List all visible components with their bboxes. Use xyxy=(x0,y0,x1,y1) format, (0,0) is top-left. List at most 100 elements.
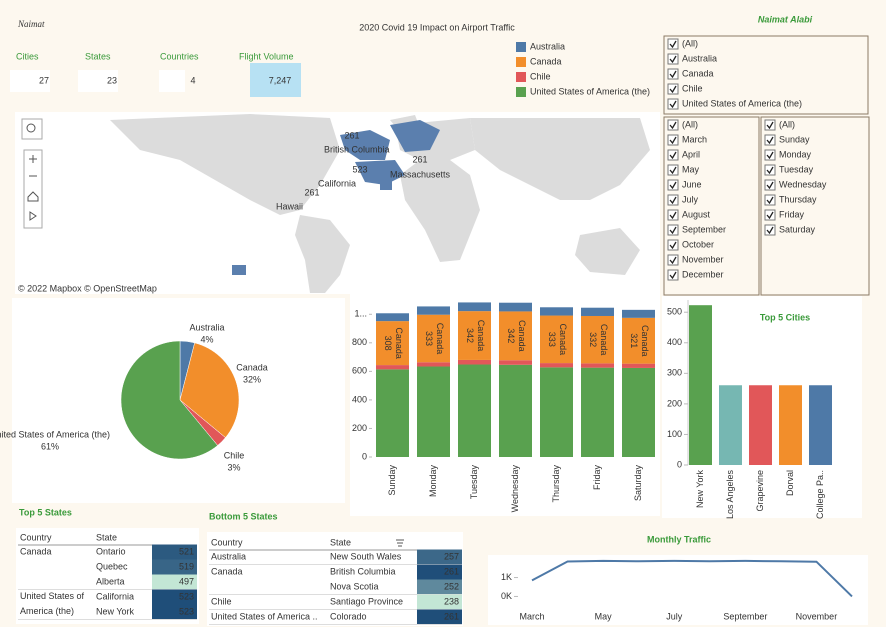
search-button[interactable] xyxy=(21,118,43,140)
checkbox[interactable] xyxy=(667,68,679,80)
state-cell: Nova Scotia xyxy=(330,581,379,591)
pie-label: United States of America (the) xyxy=(0,429,110,439)
checkbox[interactable] xyxy=(667,179,679,191)
bar-segment xyxy=(417,314,450,363)
filter-option[interactable]: June xyxy=(682,179,702,189)
logo: Naimat xyxy=(17,19,45,29)
filter-option[interactable]: August xyxy=(682,209,711,219)
data-label-series: Canada xyxy=(558,324,568,356)
map-attribution: © 2022 Mapbox © OpenStreetMap xyxy=(18,283,157,293)
chart-title: Top 5 Cities xyxy=(760,312,810,322)
checkbox[interactable] xyxy=(764,209,776,221)
check-mark xyxy=(669,40,677,49)
x-tick-label: September xyxy=(723,611,767,621)
value-text: 238 xyxy=(444,596,459,606)
check-mark xyxy=(669,55,677,64)
filter-option[interactable]: November xyxy=(682,254,724,264)
checkbox[interactable] xyxy=(764,119,776,131)
pie-label: Australia xyxy=(189,322,224,332)
state-cell: British Columbia xyxy=(330,566,396,576)
filter-option[interactable]: Friday xyxy=(779,209,805,219)
map-value: 261 xyxy=(412,154,427,164)
filter-option[interactable]: Thursday xyxy=(779,194,817,204)
filter-option[interactable]: (All) xyxy=(682,38,698,48)
land xyxy=(575,228,640,275)
bar-segment xyxy=(622,309,655,318)
check-mark xyxy=(669,121,677,130)
x-tick-label: November xyxy=(796,611,838,621)
checkbox[interactable] xyxy=(764,164,776,176)
bar-segment xyxy=(540,363,573,368)
checkbox[interactable] xyxy=(667,239,679,251)
bar-segment xyxy=(376,321,409,366)
checkbox[interactable] xyxy=(667,224,679,236)
check-mark xyxy=(669,85,677,94)
checkbox[interactable] xyxy=(667,164,679,176)
filter-option[interactable]: (All) xyxy=(682,119,698,129)
check-mark xyxy=(669,151,677,160)
checkbox[interactable] xyxy=(764,224,776,236)
pie-percent: 3% xyxy=(227,462,240,472)
filter-option[interactable]: July xyxy=(682,194,699,204)
check-mark xyxy=(669,271,677,280)
filter-option[interactable]: Saturday xyxy=(779,224,816,234)
checkbox[interactable] xyxy=(667,194,679,206)
bar-segment xyxy=(499,360,532,365)
kpi-highlight xyxy=(250,63,301,97)
filter-option[interactable]: Wednesday xyxy=(779,179,827,189)
bar-segment xyxy=(458,364,491,457)
data-label-series: Canada xyxy=(476,320,486,352)
checkbox[interactable] xyxy=(667,269,679,281)
checkbox[interactable] xyxy=(667,149,679,161)
filter-option[interactable]: September xyxy=(682,224,726,234)
legend-swatch xyxy=(516,72,526,82)
filter-option[interactable]: May xyxy=(682,164,700,174)
zoom-controls[interactable] xyxy=(23,149,43,229)
checkbox[interactable] xyxy=(667,83,679,95)
bar-segment xyxy=(540,307,573,316)
checkbox[interactable] xyxy=(764,194,776,206)
data-label-series: Canada xyxy=(640,325,650,357)
checkbox[interactable] xyxy=(667,53,679,65)
filter-option[interactable]: April xyxy=(682,149,700,159)
filter-option[interactable]: Tuesday xyxy=(779,164,814,174)
filter-option[interactable]: March xyxy=(682,134,707,144)
filter-option[interactable]: October xyxy=(682,239,714,249)
pie-slice xyxy=(179,342,240,438)
x-tick-label: May xyxy=(595,611,613,621)
filter-option[interactable]: Australia xyxy=(682,53,717,63)
bar-segment xyxy=(581,315,614,364)
filter-option[interactable]: Canada xyxy=(682,68,714,78)
checkbox[interactable] xyxy=(667,119,679,131)
checkbox[interactable] xyxy=(667,38,679,50)
filter-option[interactable]: (All) xyxy=(779,119,795,129)
checkbox[interactable] xyxy=(764,179,776,191)
sort-icon[interactable] xyxy=(396,539,404,547)
checkbox[interactable] xyxy=(764,149,776,161)
bar xyxy=(689,305,712,465)
bar-segment xyxy=(581,367,614,457)
kpi-box xyxy=(78,70,118,92)
checkbox[interactable] xyxy=(667,254,679,266)
line xyxy=(531,559,853,598)
checkbox[interactable] xyxy=(764,134,776,146)
filter-option[interactable]: Sunday xyxy=(779,134,810,144)
map-controls[interactable] xyxy=(21,118,43,229)
checkbox[interactable] xyxy=(667,209,679,221)
checkbox[interactable] xyxy=(667,134,679,146)
check-mark xyxy=(669,166,677,175)
check-mark xyxy=(669,211,677,220)
checkbox[interactable] xyxy=(667,98,679,110)
region xyxy=(380,180,392,190)
filter-option[interactable]: Monday xyxy=(779,149,812,159)
bar-segment xyxy=(458,359,491,365)
filter-option[interactable]: December xyxy=(682,269,724,279)
filter-option[interactable]: United States of America (the) xyxy=(682,98,802,108)
filter-option[interactable]: Chile xyxy=(682,83,703,93)
y-tick-label: 0K xyxy=(501,591,512,601)
data-label-series: Canada xyxy=(517,320,527,352)
check-mark xyxy=(766,151,774,160)
author: Naimat Alabi xyxy=(758,14,813,24)
value-text: 521 xyxy=(179,546,194,556)
kpi-label: Flight Volume xyxy=(239,51,294,61)
